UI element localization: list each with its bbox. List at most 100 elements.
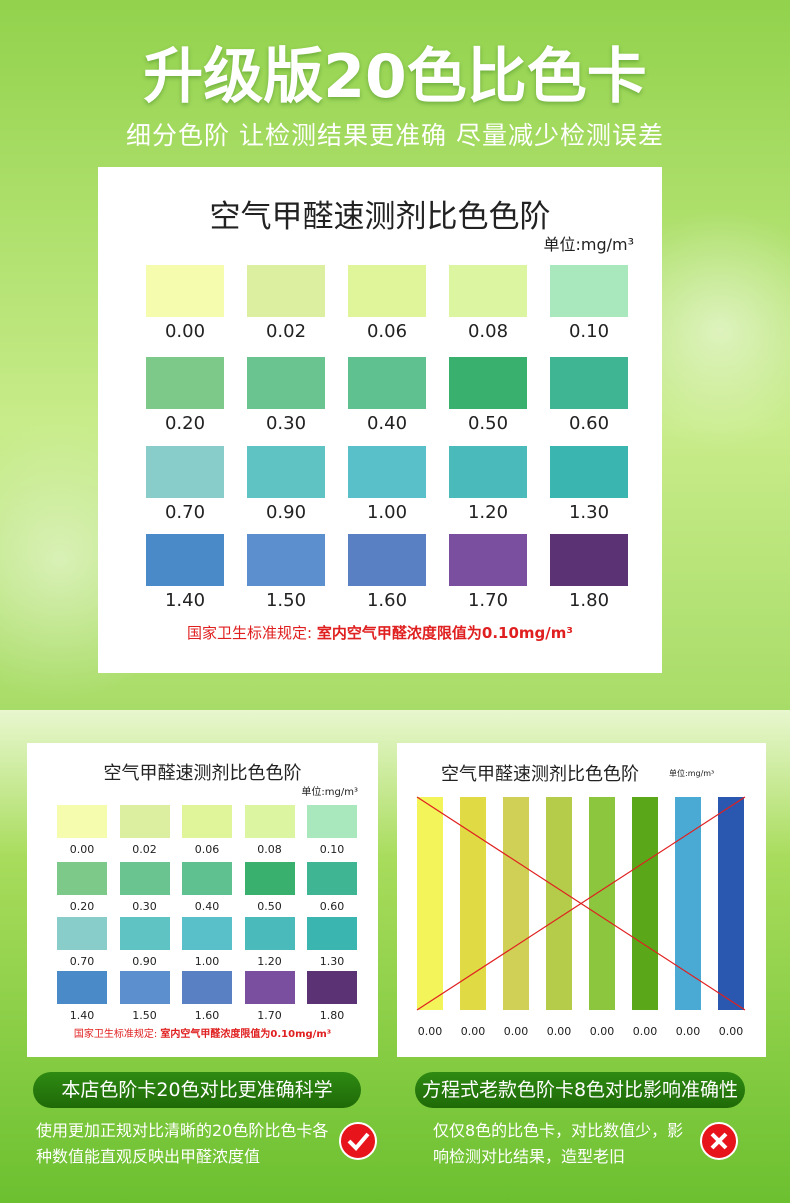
color-swatch (57, 971, 107, 1004)
bar-label: 0.00 (589, 1025, 615, 1038)
swatch-label: 0.00 (164, 321, 206, 342)
bar-label: 0.00 (417, 1025, 443, 1038)
bar-label: 0.00 (546, 1025, 572, 1038)
color-swatch (146, 357, 224, 409)
color-swatch (244, 862, 295, 895)
color-swatch (119, 862, 170, 895)
swatch-label: 0.08 (467, 321, 509, 342)
color-swatch (247, 357, 325, 409)
bar-label: 0.00 (632, 1025, 658, 1038)
swatch-label: 1.80 (319, 1009, 345, 1022)
swatch-label: 0.06 (366, 321, 408, 342)
cross-lines (416, 796, 746, 1011)
bar-label: 0.00 (503, 1025, 529, 1038)
color-bar (546, 797, 572, 1010)
color-swatch (348, 265, 426, 317)
color-swatch (307, 971, 357, 1004)
note-highlight: 室内空气甲醛浓度限值为0.10mg/m³ (160, 1029, 332, 1040)
color-swatch (550, 357, 628, 409)
color-swatch (119, 805, 170, 838)
swatch-label: 0.20 (164, 413, 206, 434)
swatch-label: 0.50 (257, 900, 282, 913)
color-bar (503, 797, 529, 1010)
swatch-label: 1.60 (366, 590, 408, 611)
swatch-label: 0.02 (132, 843, 157, 856)
color-swatch (550, 446, 628, 498)
swatch-label: 0.50 (467, 413, 509, 434)
note-text: 国家卫生标准规定: (187, 624, 317, 642)
swatch-label: 0.06 (194, 843, 220, 856)
color-swatch (57, 917, 107, 950)
color-swatch (449, 265, 527, 317)
unit: 单位:mg/m³ (669, 769, 715, 778)
swatch-label: 0.70 (164, 502, 206, 523)
color-swatch (57, 805, 107, 838)
swatch-label: 0.60 (319, 900, 345, 913)
swatch-label: 0.40 (366, 413, 408, 434)
old-card: 空气甲醛速测剂比色色阶 单位:mg/m³ 0.00 0.00 0.00 0.00 0.0… (397, 743, 766, 1057)
color-swatch (449, 534, 527, 586)
badge: 方程式老款色阶卡8色对比影响准确性 (415, 1072, 745, 1108)
color-swatch (449, 446, 527, 498)
color-bar (632, 797, 658, 1010)
swatch-label: 0.00 (69, 843, 95, 856)
swatch-label: 0.40 (194, 900, 220, 913)
swatch-label: 1.60 (194, 1009, 220, 1022)
color-swatch (182, 917, 232, 950)
swatch-label: 0.02 (265, 321, 307, 342)
swatch-label: 0.90 (265, 502, 307, 523)
color-swatch (307, 917, 357, 950)
unit: 单位:mg/m³ (543, 235, 634, 254)
title: 升级版20色比色卡 (143, 42, 647, 112)
color-swatch (307, 805, 357, 838)
cross-icon (700, 1122, 738, 1160)
color-bar (589, 797, 615, 1010)
swatch-label: 1.30 (568, 502, 610, 523)
note: 国家卫生标准规定: 室内空气甲醛浓度限值为0.10mg/m³ (98, 622, 662, 643)
note-text: 国家卫生标准规定: (73, 1029, 161, 1040)
badge: 本店色阶卡20色对比更准确科学 (33, 1072, 361, 1108)
color-swatch (182, 971, 232, 1004)
swatch-label: 1.20 (467, 502, 509, 523)
color-bar (675, 797, 701, 1010)
swatch-label: 1.70 (467, 590, 509, 611)
color-swatch (146, 534, 224, 586)
color-swatch (550, 265, 628, 317)
color-swatch (182, 862, 232, 895)
unit: 单位:mg/m³ (301, 787, 358, 798)
swatch-label: 1.50 (132, 1009, 157, 1022)
color-swatch (449, 357, 527, 409)
color-swatch (182, 805, 232, 838)
note: 国家卫生标准规定: 室内空气甲醛浓度限值为0.10mg/m³ (27, 1025, 378, 1040)
color-swatch (146, 265, 224, 317)
color-bar (460, 797, 486, 1010)
color-swatch (57, 862, 107, 895)
color-swatch (119, 971, 170, 1004)
swatch-label: 0.20 (69, 900, 95, 913)
color-card: 空气甲醛速测剂比色色阶 单位:mg/m³ 国家卫生标准规定: 室内空气甲醛浓度限… (98, 167, 662, 673)
card-title: 空气甲醛速测剂比色色阶 (103, 763, 302, 784)
card-title: 空气甲醛速测剂比色色阶 (209, 199, 551, 235)
color-swatch (146, 446, 224, 498)
swatch-label: 1.80 (568, 590, 610, 611)
swatch-label: 1.40 (164, 590, 206, 611)
swatch-label: 0.70 (69, 955, 95, 968)
note-highlight: 室内空气甲醛浓度限值为0.10mg/m³ (316, 624, 573, 642)
swatch-label: 0.60 (568, 413, 610, 434)
swatch-label: 1.30 (319, 955, 345, 968)
swatch-label: 1.70 (257, 1009, 282, 1022)
new-card: 空气甲醛速测剂比色色阶 单位:mg/m³ 国家卫生标准规定: 室内空气甲醛浓度限… (27, 743, 378, 1057)
bar-label: 0.00 (675, 1025, 701, 1038)
swatch-label: 1.20 (257, 955, 282, 968)
color-swatch (247, 265, 325, 317)
description: 仅仅8色的比色卡，对比数值少，影响检测对比结果，造型老旧 (433, 1121, 684, 1166)
bar-label: 0.00 (718, 1025, 744, 1038)
color-swatch (348, 446, 426, 498)
card-title: 空气甲醛速测剂比色色阶 (441, 764, 639, 785)
swatch-label: 0.10 (319, 843, 345, 856)
swatch-label: 0.30 (132, 900, 157, 913)
color-swatch (348, 357, 426, 409)
swatch-label: 1.50 (265, 590, 307, 611)
color-swatch (244, 917, 295, 950)
